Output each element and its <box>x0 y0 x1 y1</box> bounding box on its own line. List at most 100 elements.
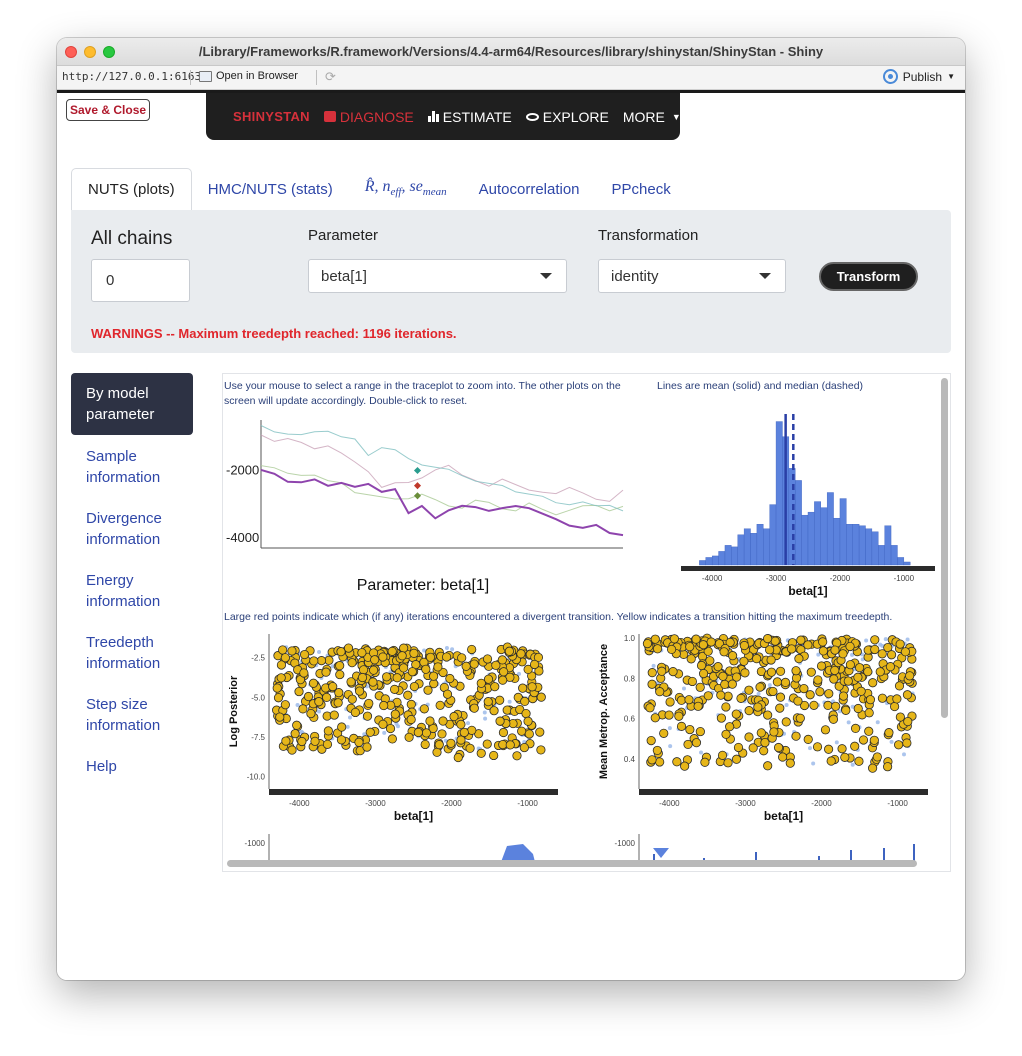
treedepth-point <box>536 745 546 755</box>
side-item-treedepth-information[interactable]: Treedepth information <box>86 634 161 672</box>
treedepth-point <box>760 737 770 748</box>
treedepth-point <box>659 728 669 738</box>
brand-link[interactable]: SHINYSTAN <box>233 109 310 124</box>
scatter-x-label: beta[1] <box>764 809 803 823</box>
treedepth-point <box>719 647 729 657</box>
open-in-browser-button[interactable]: Open in Browser <box>199 70 298 82</box>
lower-right-marker <box>653 848 669 858</box>
treedepth-point <box>845 641 855 652</box>
treedepth-point <box>329 710 339 720</box>
treedepth-point <box>875 667 885 677</box>
chevron-down-icon: ▼ <box>947 72 955 81</box>
nav-explore[interactable]: EXPLORE <box>525 109 609 125</box>
treedepth-point <box>491 660 501 670</box>
treedepth-point <box>716 690 726 700</box>
treedepth-point <box>306 708 316 719</box>
lower-right-spike <box>913 844 915 862</box>
maximize-window-button[interactable] <box>103 46 115 58</box>
dropdown-arrow-icon <box>540 273 552 279</box>
parameter-select[interactable]: beta[1] <box>308 259 567 293</box>
sample-point <box>699 750 704 755</box>
treedepth-point <box>334 688 344 698</box>
sample-point <box>362 732 367 737</box>
treedepth-point <box>457 653 467 663</box>
treedepth-point <box>684 695 694 705</box>
nav-diagnose[interactable]: DIAGNOSE <box>323 109 414 125</box>
treedepth-point <box>718 671 728 681</box>
sample-point <box>837 709 842 714</box>
sample-point <box>875 720 880 725</box>
treedepth-point <box>403 690 413 700</box>
treedepth-point <box>524 729 534 739</box>
treedepth-point <box>828 714 839 724</box>
treedepth-point <box>796 635 806 645</box>
treedepth-point <box>280 700 290 710</box>
treedepth-point <box>772 677 782 687</box>
treedepth-point <box>437 729 447 739</box>
title-bar: /Library/Frameworks/R.framework/Versions… <box>57 38 965 66</box>
transformation-select[interactable]: identity <box>598 259 786 293</box>
treedepth-point <box>489 706 499 716</box>
treedepth-point <box>337 722 347 732</box>
close-window-button[interactable] <box>65 46 77 58</box>
side-item-divergence-information[interactable]: Divergence information <box>86 510 162 548</box>
sample-point <box>756 691 761 696</box>
tab-rhat-neff-se[interactable]: R̂, neff, semean <box>364 177 447 198</box>
sample-point <box>444 645 449 650</box>
treedepth-point <box>686 654 696 664</box>
side-item-step-size-information[interactable]: Step size information <box>86 696 161 734</box>
treedepth-point <box>346 677 356 687</box>
side-item-sample-information[interactable]: Sample information <box>86 448 161 486</box>
tab-autocorrelation[interactable]: Autocorrelation <box>478 181 580 198</box>
histogram-bar <box>878 545 885 566</box>
histogram-bar <box>884 525 892 566</box>
publish-button[interactable]: Publish ▼ <box>882 69 955 84</box>
treedepth-point <box>864 726 874 736</box>
treedepth-point <box>652 644 663 654</box>
treedepth-point <box>521 708 531 719</box>
chains-input[interactable]: 0 <box>91 259 190 302</box>
treedepth-point <box>773 742 784 753</box>
trace-marker <box>413 482 422 490</box>
treedepth-point <box>642 639 653 649</box>
nav-more[interactable]: MORE ▼ <box>623 109 681 125</box>
controls-panel: All chains 0 Parameter beta[1] Transform… <box>71 210 951 353</box>
treedepth-point <box>820 725 831 735</box>
horizontal-scrollbar[interactable] <box>227 860 917 867</box>
treedepth-point <box>308 678 319 688</box>
treedepth-point <box>646 735 656 746</box>
minimize-window-button[interactable] <box>84 46 96 58</box>
treedepth-point <box>780 677 791 688</box>
vertical-scrollbar[interactable] <box>941 378 948 718</box>
side-item-help[interactable]: Help <box>86 758 117 775</box>
treedepth-point <box>655 757 665 767</box>
tab-hmc-nuts-stats[interactable]: HMC/NUTS (stats) <box>207 181 333 198</box>
treedepth-point <box>309 656 319 666</box>
treedepth-point <box>527 682 537 692</box>
save-close-button[interactable]: Save & Close <box>66 99 151 121</box>
traceplot-note: Use your mouse to select a range in the … <box>224 380 621 407</box>
treedepth-point <box>890 701 900 712</box>
treedepth-point <box>423 685 433 695</box>
treedepth-point <box>482 739 492 749</box>
treedepth-point <box>823 700 833 711</box>
treedepth-point <box>854 756 864 766</box>
histogram-chart: -4000 -3000 -2000 -1000 beta[1] <box>681 414 935 598</box>
treedepth-point <box>294 686 304 697</box>
transform-button[interactable]: Transform <box>819 262 918 291</box>
treedepth-point <box>732 672 742 682</box>
side-item-energy-information[interactable]: Energy information <box>86 572 161 610</box>
side-item-by-model-parameter[interactable]: By model parameter <box>71 373 193 435</box>
treedepth-point <box>763 761 773 771</box>
refresh-icon[interactable]: ⟳ <box>325 69 336 84</box>
nav-estimate[interactable]: ESTIMATE <box>427 109 512 125</box>
tab-ppcheck[interactable]: PPcheck <box>611 181 671 198</box>
tab-nuts-plots[interactable]: NUTS (plots) <box>71 168 192 210</box>
treedepth-point <box>868 678 878 688</box>
scatter-x-tick-label: -2000 <box>811 799 832 808</box>
sample-point <box>517 671 522 676</box>
scatter-y-tick-label: -5.0 <box>251 693 265 702</box>
treedepth-point <box>809 700 819 710</box>
traceplot-chart[interactable]: -2000 -4000 Parameter: beta[1] <box>223 414 633 604</box>
treedepth-point <box>721 729 731 739</box>
